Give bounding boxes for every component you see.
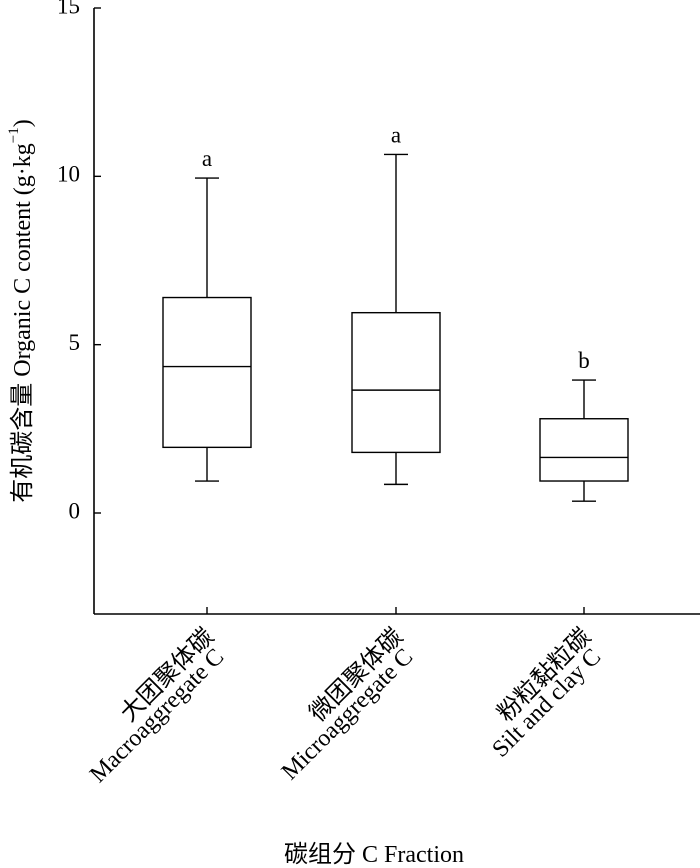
x-axis-title: 碳组分 C Fraction <box>284 841 464 868</box>
y-tick-label: 5 <box>69 330 81 355</box>
y-axis-title: 有机碳含量 Organic C content (g·kg−1) <box>6 119 35 502</box>
box-3: b <box>539 348 629 502</box>
significance-label: a <box>202 146 212 171</box>
significance-label: b <box>578 348 590 373</box>
x-ticks <box>206 607 585 614</box>
interquartile-box <box>162 296 252 449</box>
y-ticks: 0 5 10 15 <box>57 0 101 523</box>
boxes: a a b <box>162 122 629 502</box>
box-1: a <box>162 146 252 482</box>
interquartile-box <box>539 418 629 482</box>
box-2: a <box>351 122 441 486</box>
interquartile-box <box>351 311 441 454</box>
y-tick-label: 10 <box>57 162 80 187</box>
y-axis-title-exponent: −1 <box>6 127 22 143</box>
y-axis-title-main: 有机碳含量 Organic C content (g·kg <box>9 143 36 503</box>
significance-label: a <box>391 122 401 147</box>
y-axis-title-close: ) <box>10 119 36 127</box>
category-label-en: Macroaggregate C <box>85 644 229 788</box>
y-tick-label: 15 <box>57 0 80 18</box>
y-tick-label: 0 <box>69 498 81 523</box>
